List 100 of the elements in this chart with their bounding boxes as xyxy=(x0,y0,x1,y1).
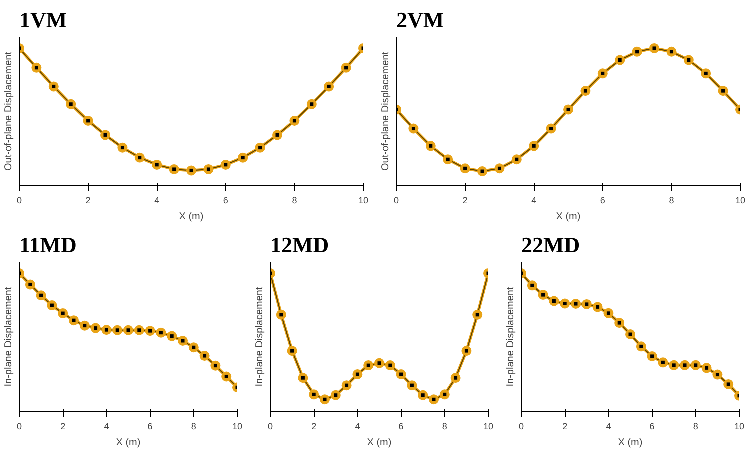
point xyxy=(632,46,642,57)
point xyxy=(429,394,439,405)
point xyxy=(276,310,286,320)
point xyxy=(702,363,712,374)
point xyxy=(582,299,592,310)
x-tick-label: 4 xyxy=(606,422,612,432)
point xyxy=(330,390,341,400)
point xyxy=(680,360,690,370)
point xyxy=(440,390,450,400)
point xyxy=(47,300,58,311)
point xyxy=(255,142,266,153)
point xyxy=(604,308,614,318)
x-tick-label: 4 xyxy=(532,196,537,206)
point xyxy=(462,346,472,356)
x-tick-label: 8 xyxy=(693,422,698,432)
x-tick-label: 6 xyxy=(650,422,655,432)
point xyxy=(210,360,221,371)
chart-title: 12MD xyxy=(270,232,330,258)
point xyxy=(352,370,363,380)
x-tick-label: 2 xyxy=(86,196,91,206)
point xyxy=(118,142,128,153)
x-tick-label: 2 xyxy=(60,422,66,432)
point xyxy=(443,154,454,165)
x-tick-label: 4 xyxy=(104,422,110,432)
point xyxy=(690,360,701,370)
point xyxy=(169,164,180,174)
point xyxy=(512,154,522,165)
point xyxy=(309,390,320,400)
point xyxy=(320,394,330,405)
chart-title: 22MD xyxy=(522,232,580,258)
point xyxy=(712,370,723,380)
point xyxy=(134,152,145,163)
x-axis-title: X (m) xyxy=(556,212,581,222)
point xyxy=(36,290,46,301)
y-axis-title: In-plane Displacement xyxy=(4,287,14,387)
point xyxy=(418,390,428,400)
y-axis-title: In-plane Displacement xyxy=(254,287,266,387)
y-axis-title: Out-of-plane Displacement xyxy=(4,52,14,171)
point xyxy=(69,316,79,326)
x-tick-label: 0 xyxy=(268,422,274,432)
x-tick-label: 6 xyxy=(223,196,228,206)
x-tick-label: 0 xyxy=(518,422,524,432)
point xyxy=(324,82,334,92)
point xyxy=(460,164,470,174)
point xyxy=(478,166,488,177)
point xyxy=(374,358,384,368)
point xyxy=(290,116,300,126)
point xyxy=(32,62,42,73)
point xyxy=(385,360,396,371)
y-axis-title: Out-of-plane Displacement xyxy=(380,52,392,171)
point xyxy=(529,141,540,152)
x-tick-label: 8 xyxy=(292,196,298,206)
point xyxy=(25,280,36,290)
point xyxy=(188,342,199,353)
x-tick-label: 10 xyxy=(734,422,745,432)
point xyxy=(626,330,636,340)
point xyxy=(564,104,574,115)
x-tick-label: 10 xyxy=(483,422,494,432)
point xyxy=(306,99,317,110)
x-tick-label: 6 xyxy=(148,422,153,432)
point xyxy=(636,342,646,352)
point xyxy=(364,360,374,371)
point xyxy=(100,130,110,140)
x-axis-title: X (m) xyxy=(618,438,643,448)
point xyxy=(58,308,68,319)
point xyxy=(156,328,166,338)
point xyxy=(724,379,734,390)
point xyxy=(124,325,134,336)
point xyxy=(580,86,591,96)
point xyxy=(684,55,694,66)
chart-title: 11MD xyxy=(20,232,77,258)
point xyxy=(494,164,505,174)
x-tick-label: 4 xyxy=(154,196,160,206)
point xyxy=(472,310,483,320)
point xyxy=(204,164,214,174)
x-axis-title: X (m) xyxy=(179,212,204,222)
point xyxy=(647,351,658,362)
point xyxy=(200,351,210,362)
point xyxy=(145,326,156,336)
point xyxy=(718,86,728,96)
point xyxy=(272,130,282,140)
point xyxy=(538,290,548,300)
point xyxy=(80,320,90,331)
x-tick-label: 10 xyxy=(232,422,243,432)
point xyxy=(112,325,123,336)
point xyxy=(615,55,626,66)
x-tick-label: 8 xyxy=(669,196,674,206)
point xyxy=(549,296,560,306)
point xyxy=(178,336,188,346)
x-tick-label: 8 xyxy=(191,422,196,432)
x-tick-label: 6 xyxy=(398,422,404,432)
x-tick-label: 6 xyxy=(600,196,606,206)
point xyxy=(527,280,538,291)
point xyxy=(48,82,59,92)
x-tick-label: 4 xyxy=(355,422,360,432)
point xyxy=(298,373,308,384)
point xyxy=(102,325,112,336)
point xyxy=(571,299,581,310)
point xyxy=(450,373,461,384)
point xyxy=(408,124,419,134)
